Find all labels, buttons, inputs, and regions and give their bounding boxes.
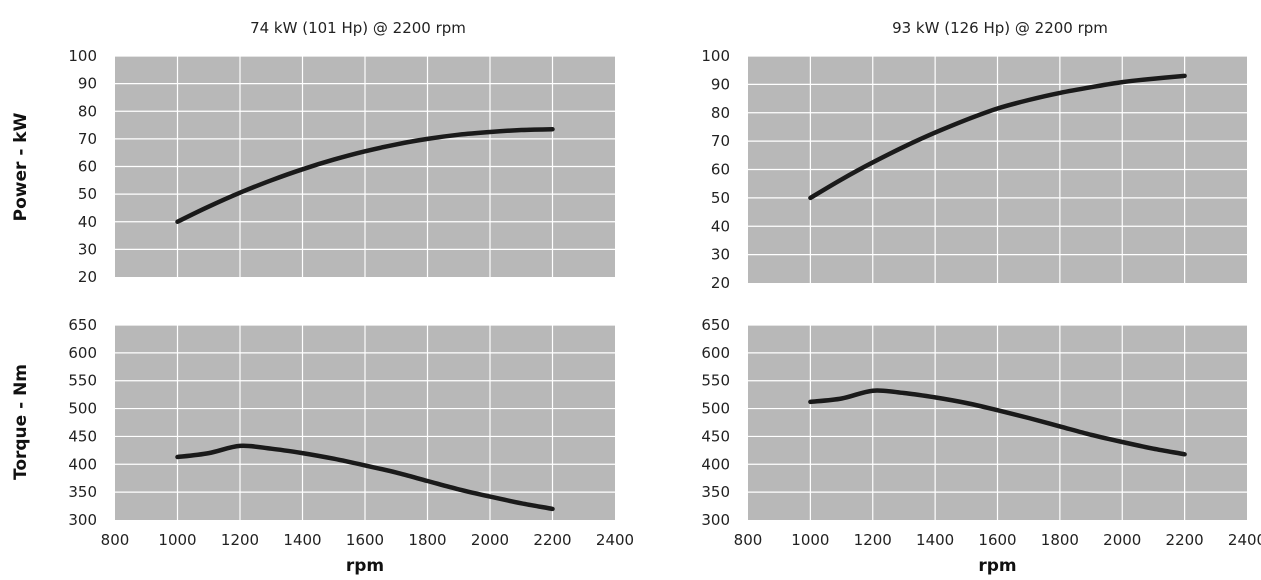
series-line (175, 126, 555, 225)
y-tick-label: 300 (68, 511, 97, 529)
x-tick-label: 2200 (533, 531, 571, 549)
x-tick-label: 800 (734, 531, 763, 549)
chart-title: 74 kW (101 Hp) @ 2200 rpm (250, 19, 466, 37)
series-line (175, 443, 555, 512)
y-tick-label: 60 (78, 158, 97, 176)
y-tick-label: 90 (711, 75, 730, 93)
chart-panel-1: 20 30 40 50 60 70 80 90 100 74 kW (101 Hp) @ 2200… (11, 19, 615, 286)
y-tick-label: 550 (68, 372, 97, 390)
x-tick-label: 1600 (346, 531, 384, 549)
y-axis-label: Torque - Nm (11, 364, 31, 480)
y-tick-label: 300 (701, 511, 730, 529)
x-tick-label: 2000 (471, 531, 509, 549)
x-tick-label: 2400 (596, 531, 634, 549)
chart-panel-4: 300 350 400 450 500 550 600 650 800 1000 1200 1400 1… (701, 316, 1261, 576)
x-tick-label: 1000 (791, 531, 829, 549)
y-tick-label: 80 (78, 102, 97, 120)
y-tick-label: 40 (711, 217, 730, 235)
series-line (808, 388, 1187, 457)
x-tick-label: 2200 (1166, 531, 1204, 549)
y-tick-label: 100 (68, 47, 97, 65)
y-tick-label: 350 (701, 483, 730, 501)
x-axis-label: rpm (346, 556, 384, 576)
x-tick-label: 1600 (978, 531, 1016, 549)
x-tick-label: 2000 (1103, 531, 1141, 549)
y-tick-label: 400 (68, 455, 97, 473)
x-tick-label: 1200 (854, 531, 892, 549)
x-tick-label: 1400 (916, 531, 954, 549)
y-tick-label: 450 (68, 427, 97, 445)
y-tick-label: 70 (711, 132, 730, 150)
x-tick-label: 2400 (1228, 531, 1261, 549)
y-tick-label: 550 (701, 372, 730, 390)
y-tick-label: 100 (701, 47, 730, 65)
y-tick-label: 600 (701, 344, 730, 362)
y-axis-label: Power - kW (11, 112, 31, 221)
y-tick-label: 70 (78, 130, 97, 148)
y-tick-label: 650 (68, 316, 97, 334)
x-tick-label: 800 (101, 531, 130, 549)
chart-title: 93 kW (126 Hp) @ 2200 rpm (892, 19, 1108, 37)
y-tick-label: 500 (68, 400, 97, 418)
y-tick-label: 30 (711, 246, 730, 264)
series-line (808, 73, 1187, 201)
y-tick-label: 30 (78, 240, 97, 258)
y-tick-label: 500 (701, 400, 730, 418)
y-tick-label: 20 (78, 268, 97, 286)
y-tick-label: 40 (78, 213, 97, 231)
y-tick-label: 50 (711, 189, 730, 207)
y-tick-label: 80 (711, 104, 730, 122)
x-tick-label: 1800 (1041, 531, 1079, 549)
chart-panel-2: 300 350 400 450 500 550 600 650 800 1000 1200 1400 1… (11, 316, 634, 576)
y-tick-label: 650 (701, 316, 730, 334)
y-tick-label: 400 (701, 455, 730, 473)
x-tick-label: 1200 (221, 531, 259, 549)
y-tick-label: 450 (701, 427, 730, 445)
y-tick-label: 350 (68, 483, 97, 501)
chart-panel-3: 20 30 40 50 60 70 80 90 100 93 kW (126 Hp) @ 2200… (701, 19, 1247, 292)
y-tick-label: 60 (711, 161, 730, 179)
x-tick-label: 1800 (408, 531, 446, 549)
x-tick-label: 1000 (158, 531, 196, 549)
y-tick-label: 20 (711, 274, 730, 292)
x-tick-label: 1400 (283, 531, 321, 549)
y-tick-label: 600 (68, 344, 97, 362)
y-tick-label: 50 (78, 185, 97, 203)
y-tick-label: 90 (78, 75, 97, 93)
x-axis-label: rpm (978, 556, 1016, 576)
